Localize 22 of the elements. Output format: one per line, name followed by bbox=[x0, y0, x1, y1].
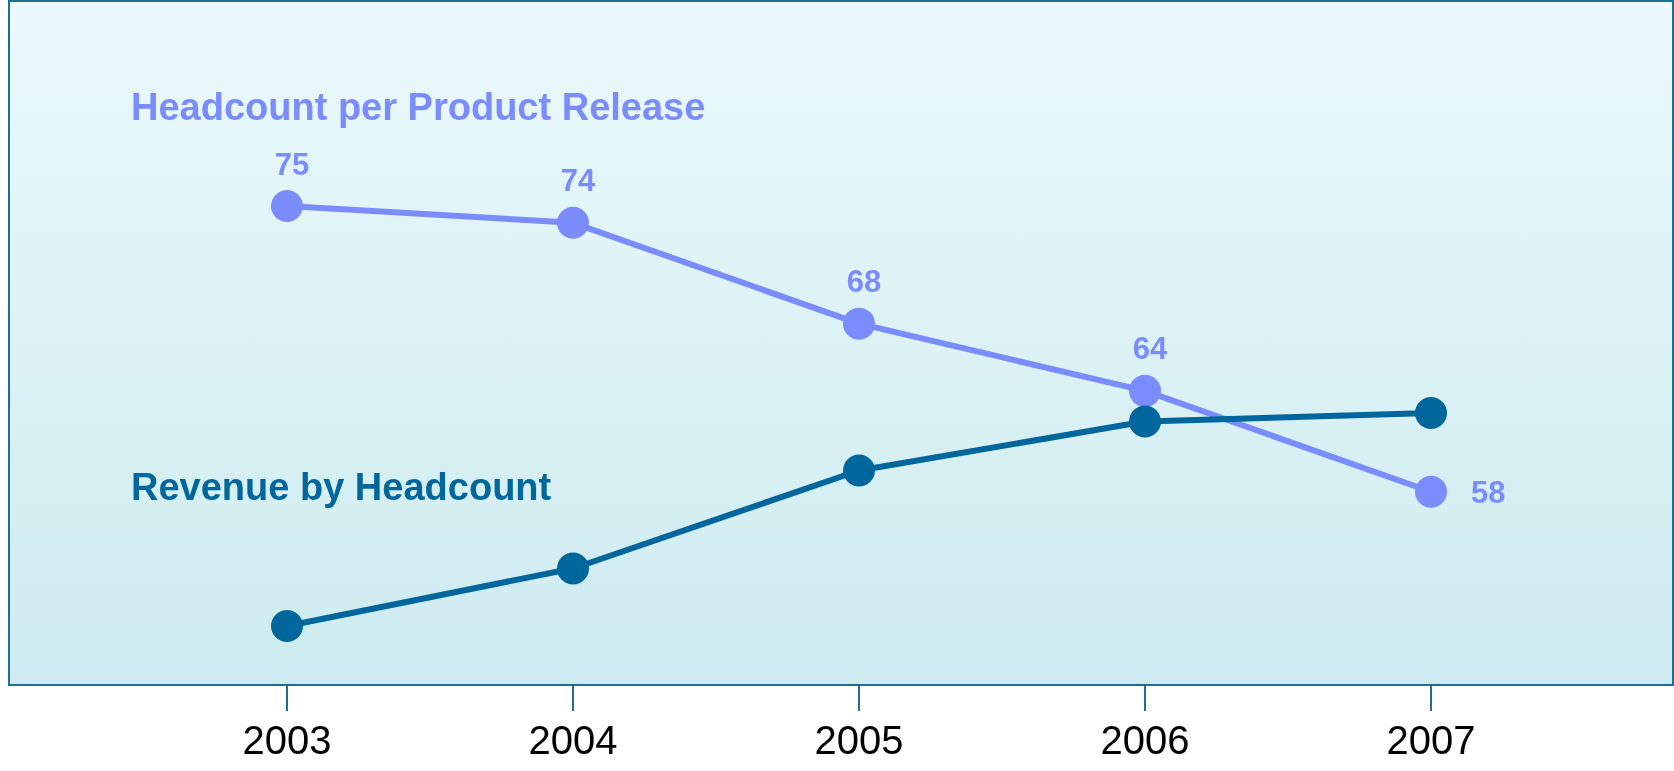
point bbox=[843, 454, 875, 487]
point bbox=[1129, 405, 1161, 438]
text: Headcount per Product Release bbox=[131, 86, 706, 129]
x-tick-label: 2005 bbox=[814, 718, 904, 763]
point bbox=[1129, 374, 1161, 407]
series-label: Revenue by Headcount bbox=[131, 466, 552, 509]
data-label: 74 bbox=[560, 163, 596, 199]
data-label: 75 bbox=[274, 146, 310, 182]
point bbox=[843, 307, 875, 340]
x-tick-label: 2003 bbox=[242, 718, 332, 763]
point bbox=[557, 206, 589, 239]
data-label: 64 bbox=[1132, 331, 1168, 367]
point bbox=[1415, 475, 1447, 508]
data-label: 68 bbox=[846, 264, 882, 300]
point bbox=[1415, 397, 1447, 429]
point bbox=[557, 552, 589, 585]
point bbox=[271, 610, 303, 642]
x-tick-label: 2006 bbox=[1100, 718, 1190, 763]
x-tick-label: 2007 bbox=[1386, 718, 1476, 763]
point bbox=[271, 190, 303, 222]
data-label: 58 bbox=[1471, 475, 1506, 511]
x-tick-label: 2004 bbox=[528, 718, 618, 763]
